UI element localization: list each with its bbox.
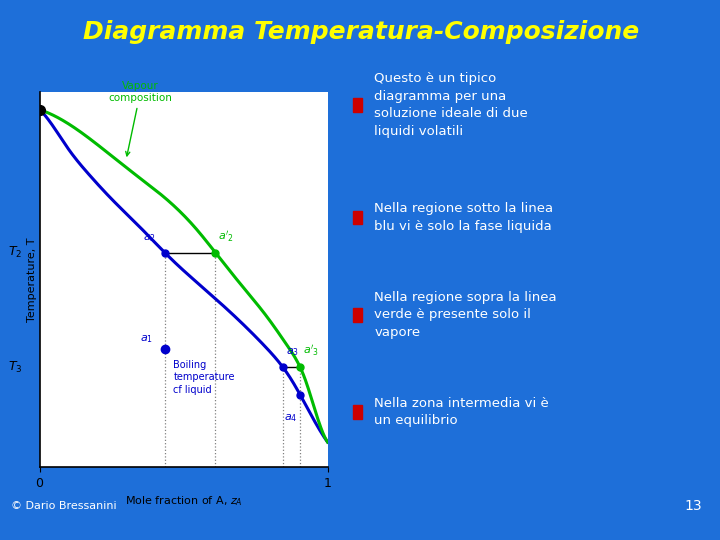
Text: $a_3$: $a_3$ xyxy=(286,346,299,358)
Text: Nella regione sotto la linea
blu vi è solo la fase liquida: Nella regione sotto la linea blu vi è so… xyxy=(374,202,554,233)
Text: $a'_3$: $a'_3$ xyxy=(303,343,319,358)
Text: Vapour
composition: Vapour composition xyxy=(109,82,172,156)
FancyBboxPatch shape xyxy=(0,6,79,64)
Text: Nella regione sopra la linea
verde è presente solo il
vapore: Nella regione sopra la linea verde è pre… xyxy=(374,291,557,339)
Text: $a_2$: $a_2$ xyxy=(143,232,156,244)
Text: Diagramma Temperatura-Composizione: Diagramma Temperatura-Composizione xyxy=(83,19,639,44)
Text: © Dario Bressanini: © Dario Bressanini xyxy=(11,501,117,511)
Y-axis label: Temperature, T: Temperature, T xyxy=(27,237,37,322)
Text: Nella zona intermedia vi è
un equilibrio: Nella zona intermedia vi è un equilibrio xyxy=(374,397,549,427)
Bar xyxy=(353,98,361,112)
Bar xyxy=(353,211,361,225)
X-axis label: Mole fraction of A, $z_A$: Mole fraction of A, $z_A$ xyxy=(125,494,243,508)
Text: $T_3$: $T_3$ xyxy=(8,360,22,375)
Text: Questo è un tipico
diagramma per una
soluzione ideale di due
liquidi volatili: Questo è un tipico diagramma per una sol… xyxy=(374,72,528,138)
Text: $a_1$: $a_1$ xyxy=(140,334,153,346)
Bar xyxy=(353,405,361,419)
Text: 13: 13 xyxy=(685,499,702,513)
Text: $a_4$: $a_4$ xyxy=(284,413,297,424)
Bar xyxy=(353,308,361,322)
Text: Boiling
temperature
cf liquid: Boiling temperature cf liquid xyxy=(174,360,235,395)
Text: $T_2$: $T_2$ xyxy=(8,245,22,260)
Text: $a'_2$: $a'_2$ xyxy=(218,229,234,244)
